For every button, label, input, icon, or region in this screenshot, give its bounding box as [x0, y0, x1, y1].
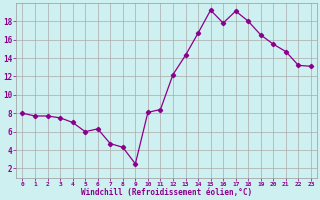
X-axis label: Windchill (Refroidissement éolien,°C): Windchill (Refroidissement éolien,°C)	[81, 188, 252, 197]
